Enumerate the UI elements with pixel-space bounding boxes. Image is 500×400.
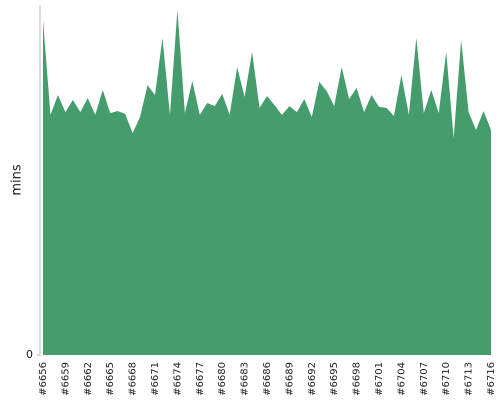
x-tick-label: #6701 <box>374 362 385 396</box>
x-tick-label: #6656 <box>38 362 49 396</box>
x-tick-label: #6665 <box>105 362 116 396</box>
x-tick-label: #6713 <box>464 362 475 396</box>
x-tick-label: #6671 <box>150 362 161 396</box>
x-tick-label: #6710 <box>441 362 452 396</box>
x-tick-label: #6704 <box>396 362 407 396</box>
area <box>43 9 491 356</box>
x-tick-label: #6674 <box>172 362 183 396</box>
x-tick-label: #6662 <box>83 362 94 396</box>
x-tick-label: #6659 <box>60 362 71 396</box>
x-tick-label: #6683 <box>240 362 251 396</box>
x-tick-label: #6692 <box>307 362 318 396</box>
y-tick-label: 0 <box>26 348 33 361</box>
x-tick-label: #6677 <box>195 362 206 396</box>
x-tick-label: #6686 <box>262 362 273 396</box>
x-tick-label: #6668 <box>128 362 139 396</box>
y-axis-label: mins <box>10 164 25 196</box>
x-tick-label: #6680 <box>217 362 228 396</box>
x-tick-label: #6695 <box>329 362 340 396</box>
x-tick-label: #6707 <box>419 362 430 396</box>
x-tick-label: #6716 <box>486 362 497 396</box>
x-tick-label: #6698 <box>352 362 363 396</box>
x-tick-label: #6689 <box>284 362 295 396</box>
